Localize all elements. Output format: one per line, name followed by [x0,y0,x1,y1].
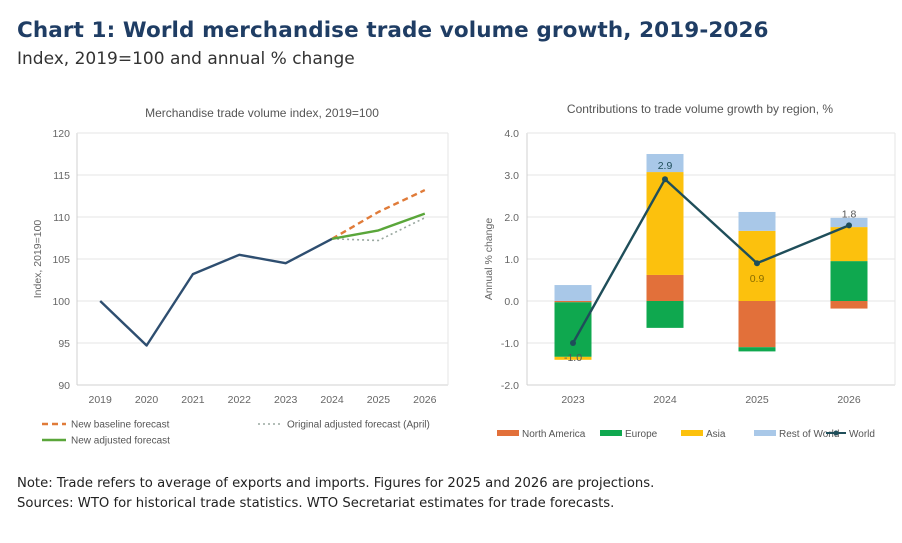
x-tick-label: 2025 [367,394,391,406]
bar-segment-north-america [830,301,868,309]
legend-label: Europe [625,429,658,440]
x-tick-label: 2023 [561,394,585,406]
bar-segment-rest-of-world [646,154,684,173]
sources-text: Sources: WTO for historical trade statis… [17,496,615,511]
series-line-new-adjusted-forecast [331,212,426,240]
bar-segment-rest-of-world [738,211,776,231]
index-line-chart: Merchandise trade volume index, 2019=100… [32,106,449,447]
y-tick-label: -1.0 [501,338,519,350]
y-tick-label: 120 [52,128,70,140]
bar-segment-europe [738,347,776,352]
y-tick-label: 100 [52,296,70,308]
world-data-label: 0.9 [750,273,765,285]
x-tick-label: 2026 [413,394,437,406]
bar-segment-asia [830,227,868,262]
world-data-label: 2.9 [658,160,673,172]
world-point [754,260,760,267]
bar-segment-north-america [738,301,776,348]
contributions-bar-chart: Contributions to trade volume growth by … [483,102,896,440]
world-line [571,177,850,344]
x-tick-label: 2019 [89,394,113,406]
bar-segment-asia [554,356,592,360]
y-tick-label: 2.0 [504,212,519,224]
right-y-axis-label: Annual % change [483,218,495,300]
world-data-label: -1.0 [564,352,582,364]
world-point [846,222,852,229]
legend-swatch [600,430,622,436]
y-tick-label: 4.0 [504,128,519,140]
x-tick-label: 2023 [274,394,298,406]
x-tick-label: 2025 [745,394,769,406]
y-tick-label: 0.0 [504,296,519,308]
bar-segment-asia [646,172,684,275]
right-chart-title: Contributions to trade volume growth by … [567,102,833,116]
legend-swatch [497,430,519,436]
x-tick-label: 2020 [135,394,159,406]
series-line-original-adjusted-forecast-april- [332,217,426,242]
bar-segment-rest-of-world [554,285,592,301]
bar-segment-north-america [646,274,684,301]
legend-marker [833,430,839,436]
legend-label: North America [522,429,586,440]
bar-segment-europe [646,301,684,328]
world-point [662,176,668,183]
bar-segment-europe [830,261,868,301]
legend-label: Asia [706,429,726,440]
world-point [570,340,576,346]
series-line-new-baseline-forecast [331,189,426,240]
y-tick-label: 95 [58,338,70,350]
legend-swatch [681,430,703,436]
x-tick-label: 2026 [837,394,861,406]
chart-subtitle: Index, 2019=100 and annual % change [17,49,355,69]
y-tick-label: 3.0 [504,170,519,182]
legend-label: Rest of World [779,429,839,440]
x-tick-label: 2021 [181,394,205,406]
y-tick-label: 1.0 [504,254,519,266]
chart-title: Chart 1: World merchandise trade volume … [17,18,769,43]
y-tick-label: 90 [58,380,70,392]
legend-label: World [849,429,875,440]
legend-label: Original adjusted forecast (April) [287,420,430,431]
world-data-label: 1.8 [842,208,857,220]
y-tick-label: 110 [53,212,70,224]
x-tick-label: 2022 [228,394,252,406]
legend-label: New adjusted forecast [71,436,170,447]
x-tick-label: 2024 [320,394,344,406]
legend-swatch [754,430,776,436]
y-tick-label: 115 [53,170,70,182]
series-line-historical [99,237,333,347]
left-chart-title: Merchandise trade volume index, 2019=100 [145,106,379,120]
y-tick-label: 105 [52,254,70,266]
legend-label: New baseline forecast [71,420,170,431]
note-text: Note: Trade refers to average of exports… [17,476,655,491]
x-tick-label: 2024 [653,394,677,406]
bar-segment-north-america [554,301,592,303]
y-tick-label: -2.0 [501,380,519,392]
left-y-axis-label: Index, 2019=100 [32,220,44,299]
bar-segment-europe [554,302,592,357]
